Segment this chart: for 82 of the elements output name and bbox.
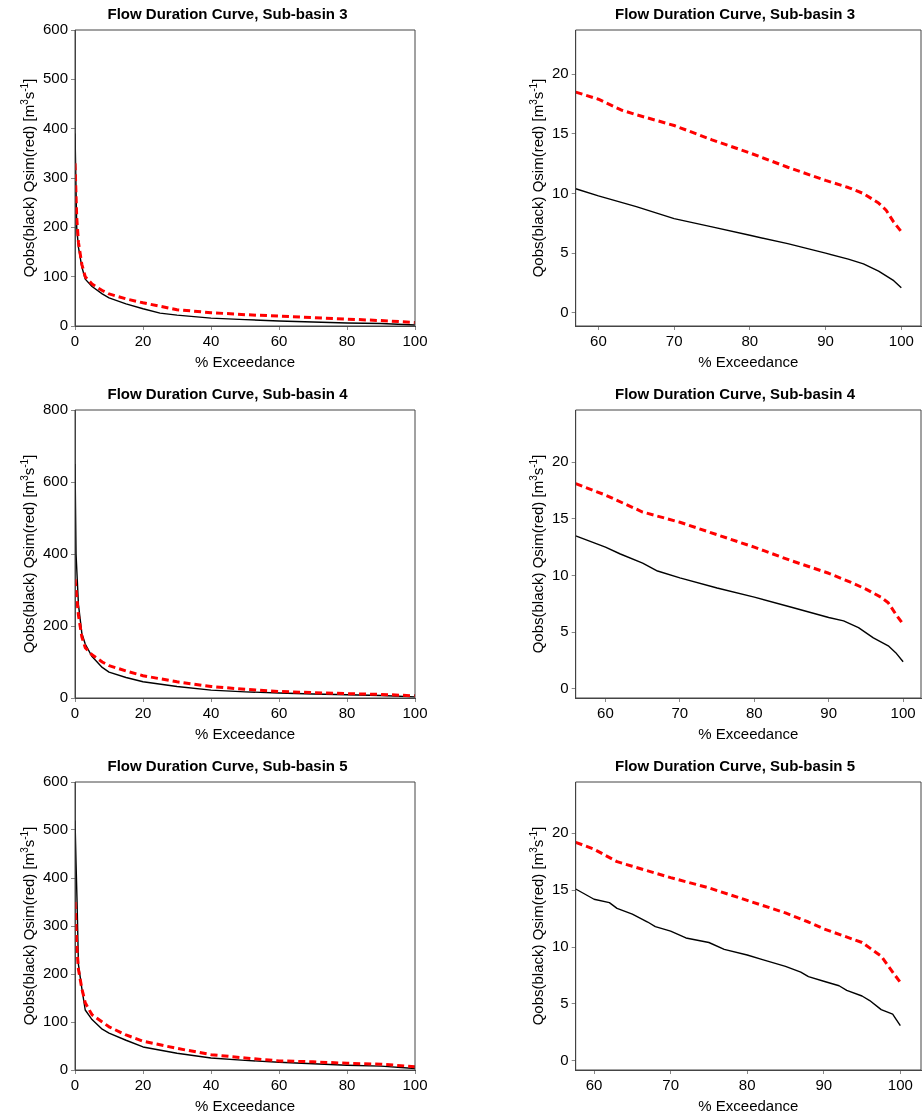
y-tick-label: 800	[43, 400, 69, 418]
x-tick-label: 60	[270, 1076, 288, 1094]
x-axis-title: % Exceedance	[194, 1097, 296, 1115]
y-tick-label: 20	[552, 823, 569, 841]
chart-title: Flow Duration Curve, Sub-basin 5	[614, 757, 856, 775]
chart-title: Flow Duration Curve, Sub-basin 5	[107, 757, 348, 775]
y-tick-label: 100	[43, 1012, 69, 1030]
y-tick-label: 20	[552, 452, 569, 470]
y-tick-label: 300	[43, 916, 69, 934]
y-tick-label: 300	[43, 168, 69, 186]
y-tick-label: 400	[43, 868, 69, 886]
y-tick-label: 600	[43, 472, 69, 490]
x-tick-label: 100	[887, 1076, 913, 1094]
y-tick-label: 10	[552, 565, 569, 583]
y-tick-label: 0	[560, 1051, 569, 1069]
y-tick-label: 200	[43, 964, 69, 982]
x-axis-title: % Exceedance	[698, 353, 799, 371]
y-tick-label: 0	[560, 303, 569, 321]
y-tick-label: 600	[43, 20, 69, 38]
line-series	[575, 90, 903, 234]
x-tick-label: 100	[402, 332, 428, 350]
y-tick-label: 600	[43, 772, 69, 790]
x-tick-label: 0	[70, 704, 80, 722]
x-tick-label: 0	[70, 1076, 80, 1094]
y-tick-label: 400	[43, 544, 69, 562]
x-tick-label: 40	[202, 1076, 220, 1094]
chart-title: Flow Duration Curve, Sub-basin 4	[107, 385, 349, 403]
y-tick-label: 5	[560, 243, 569, 261]
x-tick-label: 90	[815, 1076, 833, 1094]
x-tick-label: 20	[134, 1076, 152, 1094]
x-tick-label: 60	[270, 704, 288, 722]
x-tick-label: 90	[820, 704, 838, 722]
x-tick-label: 100	[402, 704, 428, 722]
y-tick-label: 200	[43, 217, 69, 235]
y-tick-label: 0	[59, 316, 69, 334]
x-tick-label: 20	[134, 332, 152, 350]
x-tick-label: 40	[202, 332, 220, 350]
x-tick-label: 20	[134, 704, 152, 722]
y-tick-label: 0	[59, 1060, 69, 1078]
y-tick-label: 10	[552, 183, 569, 201]
y-tick-label: 20	[552, 64, 569, 82]
x-tick-label: 100	[888, 332, 914, 350]
y-tick-label: 100	[43, 266, 69, 284]
y-tick-label: 15	[552, 123, 569, 141]
chart-title: Flow Duration Curve, Sub-basin 3	[614, 5, 856, 23]
y-tick-label: 15	[552, 508, 569, 526]
x-tick-label: 80	[338, 332, 356, 350]
x-tick-label: 70	[662, 1076, 679, 1094]
x-axis-title: % Exceedance	[194, 353, 296, 371]
x-tick-label: 60	[585, 1076, 603, 1094]
y-tick-label: 500	[43, 820, 69, 838]
x-tick-label: 80	[745, 704, 763, 722]
x-tick-label: 80	[741, 332, 759, 350]
x-axis-title: % Exceedance	[698, 725, 799, 743]
x-tick-label: 80	[338, 704, 356, 722]
x-tick-label: 70	[671, 704, 689, 722]
x-tick-label: 80	[738, 1076, 756, 1094]
line-series	[575, 840, 902, 984]
y-tick-label: 0	[59, 688, 69, 706]
x-axis-title: % Exceedance	[698, 1097, 799, 1115]
x-tick-label: 40	[202, 704, 220, 722]
x-tick-label: 70	[665, 332, 683, 350]
x-tick-label: 0	[70, 332, 80, 350]
x-tick-label: 60	[597, 704, 614, 722]
y-tick-label: 500	[43, 69, 69, 87]
y-tick-label: 0	[560, 679, 569, 697]
y-tick-label: 200	[43, 616, 69, 634]
x-tick-label: 100	[890, 704, 916, 722]
x-tick-label: 60	[270, 332, 288, 350]
x-axis-title: % Exceedance	[194, 725, 296, 743]
y-tick-label: 5	[560, 622, 569, 640]
y-tick-label: 10	[552, 937, 569, 955]
line-series	[575, 482, 905, 626]
chart-title: Flow Duration Curve, Sub-basin 4	[614, 385, 856, 403]
x-tick-label: 100	[402, 1076, 428, 1094]
x-tick-label: 80	[338, 1076, 356, 1094]
chart-title: Flow Duration Curve, Sub-basin 3	[107, 5, 348, 23]
y-tick-label: 15	[552, 880, 569, 898]
y-tick-label: 5	[560, 994, 569, 1012]
x-tick-label: 90	[817, 332, 834, 350]
x-tick-label: 60	[590, 332, 607, 350]
y-tick-label: 400	[43, 118, 69, 136]
